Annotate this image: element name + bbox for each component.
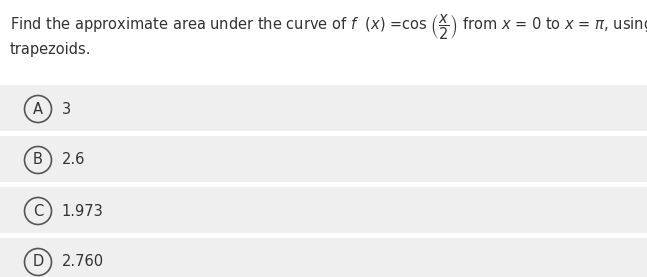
Text: trapezoids.: trapezoids. <box>10 42 91 57</box>
Bar <box>0 85 647 133</box>
Text: B: B <box>33 153 43 168</box>
Text: C: C <box>33 204 43 219</box>
Text: 2.760: 2.760 <box>61 255 104 270</box>
Text: Find the approximate area under the curve of $\mathit{f}$  $(x)$ =cos $\left(\df: Find the approximate area under the curv… <box>10 12 647 42</box>
Text: 2.6: 2.6 <box>61 153 85 168</box>
Text: D: D <box>32 255 43 270</box>
Text: A: A <box>33 101 43 117</box>
Bar <box>0 238 647 277</box>
Text: 3: 3 <box>61 101 71 117</box>
Bar <box>0 187 647 235</box>
Bar <box>0 136 647 184</box>
Text: 1.973: 1.973 <box>61 204 104 219</box>
